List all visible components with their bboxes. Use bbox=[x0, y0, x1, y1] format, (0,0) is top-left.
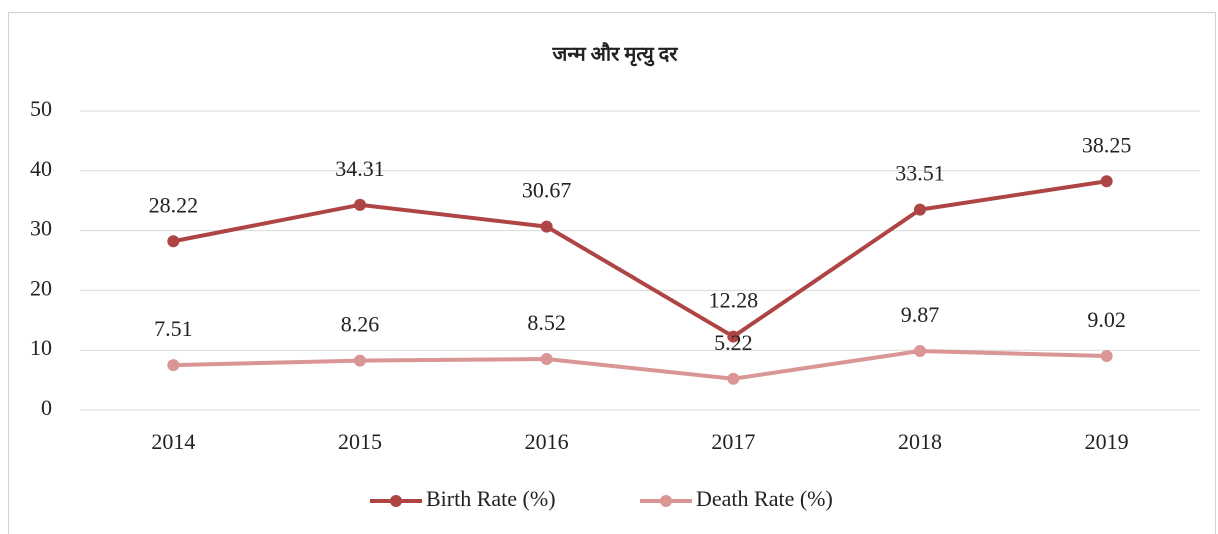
data-label: 9.02 bbox=[1087, 307, 1126, 332]
x-tick-label: 2017 bbox=[711, 429, 755, 454]
y-tick-label: 0 bbox=[41, 395, 52, 420]
data-label: 12.28 bbox=[709, 288, 759, 313]
legend-marker bbox=[390, 495, 402, 507]
data-point bbox=[540, 220, 553, 233]
data-point bbox=[727, 330, 740, 343]
data-label: 9.87 bbox=[901, 302, 940, 327]
x-tick-label: 2015 bbox=[338, 429, 382, 454]
data-label: 8.52 bbox=[527, 310, 566, 335]
x-tick-label: 2016 bbox=[525, 429, 569, 454]
chart-title: जन्म और मृत्यु दर bbox=[552, 42, 679, 67]
data-label: 38.25 bbox=[1082, 132, 1132, 157]
data-label: 5.22 bbox=[714, 330, 753, 355]
legend-marker bbox=[660, 495, 672, 507]
data-label: 30.67 bbox=[522, 178, 572, 203]
data-label: 8.26 bbox=[341, 312, 380, 337]
y-tick-label: 40 bbox=[30, 156, 52, 181]
data-label: 33.51 bbox=[895, 161, 945, 186]
data-label: 7.51 bbox=[154, 316, 193, 341]
data-point bbox=[167, 235, 180, 248]
x-tick-label: 2014 bbox=[151, 429, 195, 454]
x-tick-label: 2019 bbox=[1085, 429, 1129, 454]
chart-border bbox=[8, 12, 1216, 534]
y-tick-label: 50 bbox=[30, 96, 52, 121]
data-point bbox=[167, 359, 180, 372]
data-label: 34.31 bbox=[335, 156, 385, 181]
y-tick-label: 20 bbox=[30, 275, 52, 300]
data-point bbox=[540, 353, 553, 366]
data-point bbox=[914, 203, 926, 216]
x-tick-label: 2018 bbox=[898, 429, 942, 454]
data-point bbox=[727, 372, 740, 385]
data-point bbox=[354, 354, 366, 367]
data-point bbox=[1100, 350, 1113, 363]
data-point bbox=[914, 344, 926, 357]
y-tick-label: 30 bbox=[30, 216, 52, 241]
series-line bbox=[173, 348, 1107, 381]
legend-label: Birth Rate (%) bbox=[426, 486, 556, 511]
data-label: 28.22 bbox=[149, 192, 199, 217]
data-point bbox=[1100, 175, 1113, 188]
series-line bbox=[172, 179, 1107, 339]
y-tick-label: 10 bbox=[30, 335, 52, 360]
legend-label: Death Rate (%) bbox=[696, 486, 833, 511]
data-point bbox=[354, 198, 366, 211]
